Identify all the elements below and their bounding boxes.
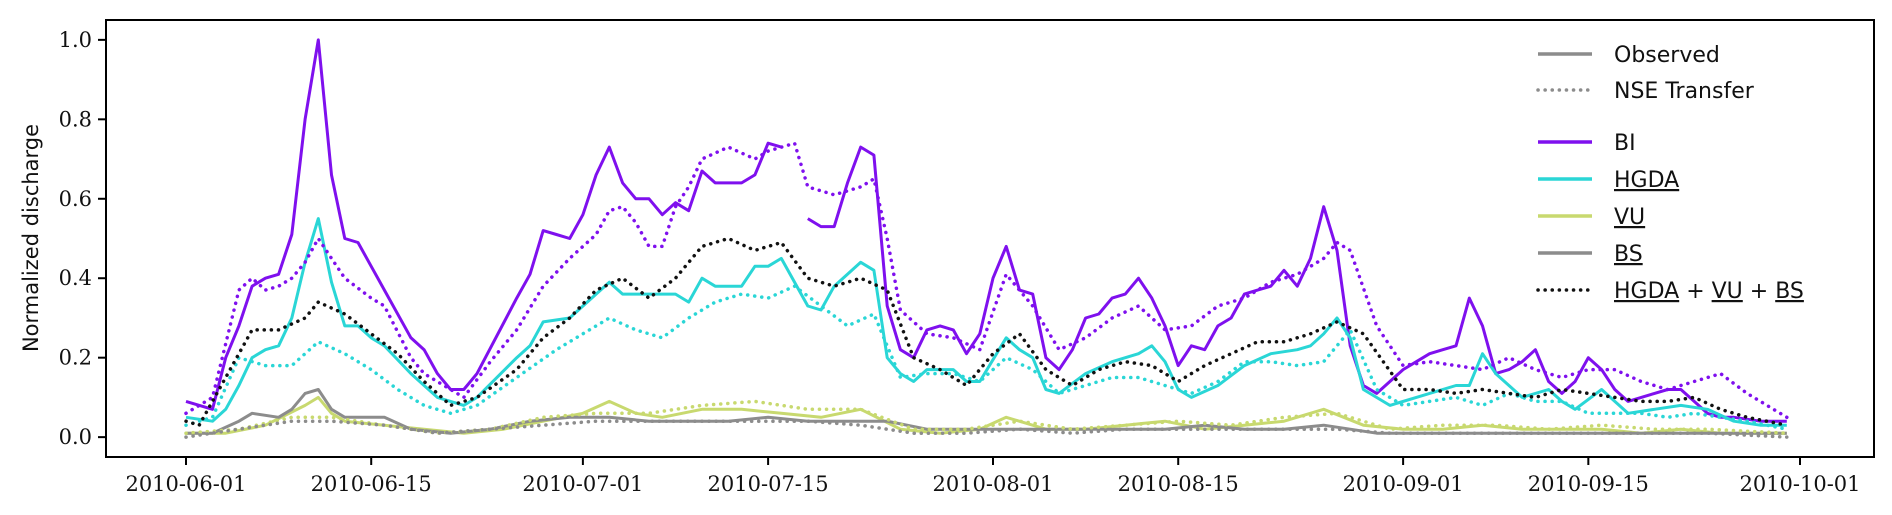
- legend-label: VU: [1614, 205, 1645, 230]
- series-line-bi-nse-transfer-5: [184, 141, 1789, 420]
- x-tick-label: 2010-07-01: [522, 472, 643, 496]
- legend-label: BS: [1614, 242, 1643, 267]
- plot-lines: [184, 38, 1789, 439]
- x-tick-label: 2010-10-01: [1739, 472, 1860, 496]
- series-line-hgda-nse-transfer-6: [184, 284, 1789, 431]
- legend-label-part: BS: [1775, 279, 1804, 304]
- y-tick-label: 0.0: [59, 425, 92, 449]
- y-tick-label: 0.8: [59, 107, 92, 131]
- series-line-vu-nse-transfer-7: [184, 399, 1789, 435]
- legend-label-part: +: [1743, 279, 1775, 304]
- y-axis-title: Normalized discharge: [19, 124, 43, 352]
- series-line-hgda-vu-bs-nse-transfer-9: [184, 236, 1789, 427]
- legend-label: NSE Transfer: [1614, 79, 1755, 104]
- legend-label-part: HGDA: [1614, 279, 1679, 304]
- y-axis: 0.0 0.2 0.4 0.6 0.8 1.0: [59, 28, 106, 449]
- plot-frame: [105, 19, 1875, 458]
- legend-label-part: +: [1679, 279, 1711, 304]
- series-line-hgda-2: [185, 217, 1787, 427]
- legend-label: HGDA: [1614, 168, 1679, 193]
- x-tick-label: 2010-07-15: [708, 472, 829, 496]
- y-tick-label: 0.4: [59, 266, 92, 290]
- x-axis: 2010-06-01 2010-06-15 2010-07-01 2010-07-15…: [125, 457, 1861, 496]
- y-tick-label: 0.6: [59, 187, 92, 211]
- series-line-bi-1: [807, 145, 1787, 423]
- x-tick-label: 2010-08-01: [932, 472, 1053, 496]
- legend-label: HGDA + VU + BS: [1614, 279, 1804, 304]
- y-tick-label: 0.2: [59, 346, 92, 370]
- y-tick-label: 1.0: [59, 28, 92, 52]
- x-tick-label: 2010-06-15: [311, 472, 432, 496]
- x-tick-label: 2010-08-15: [1118, 472, 1239, 496]
- series-line-bs-4: [186, 388, 1787, 435]
- legend-label-part: VU: [1712, 279, 1743, 304]
- series-line-bs-nse-transfer-8: [184, 419, 1789, 439]
- legend-label: BI: [1614, 131, 1636, 156]
- x-tick-label: 2010-09-01: [1343, 472, 1464, 496]
- x-tick-label: 2010-09-15: [1528, 472, 1649, 496]
- x-tick-label: 2010-06-01: [125, 472, 246, 496]
- legend-label: Observed: [1614, 43, 1720, 68]
- series-line-bi-0: [185, 38, 782, 411]
